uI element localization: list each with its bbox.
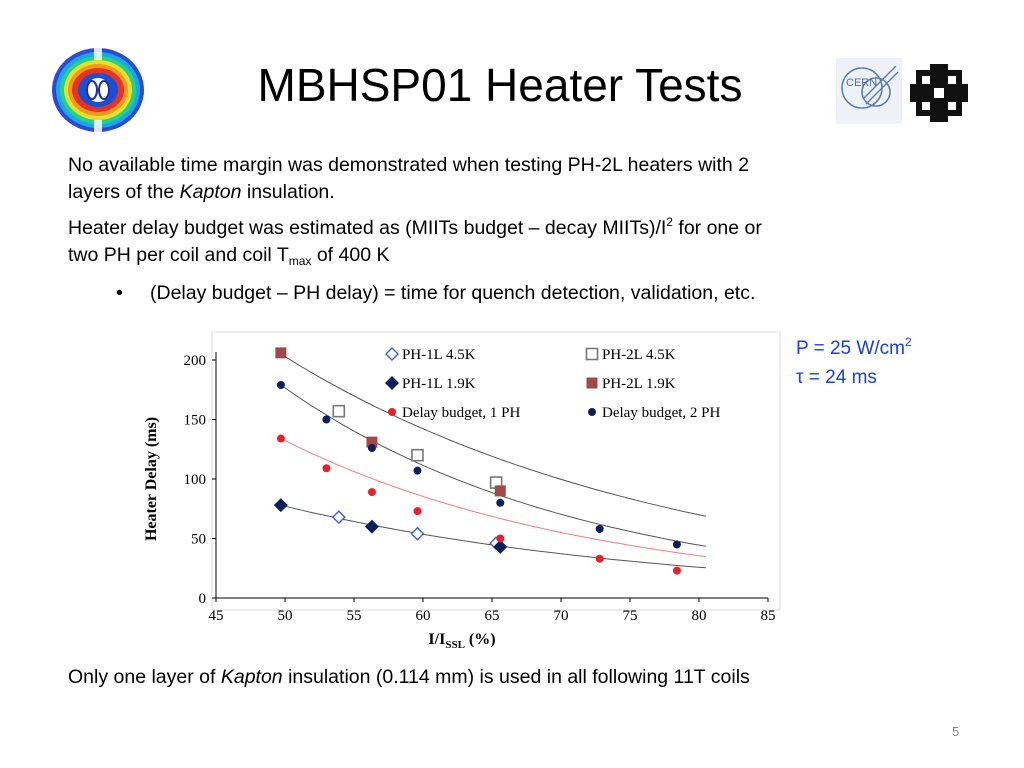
point-delay-budget-1-ph: [595, 554, 604, 563]
point-ph-2l-1-9k: [494, 485, 506, 497]
bullet-text: (Delay budget – PH delay) = time for que…: [150, 282, 756, 304]
point-delay-budget-2-ph: [496, 498, 505, 507]
point-ph-2l-4-5k: [411, 448, 424, 462]
legend-marker-1: [585, 347, 599, 361]
x-tick-label: 45: [209, 608, 224, 624]
y-tick-label: 50: [191, 532, 206, 548]
fermilab-logo: [908, 62, 970, 124]
parameters-note: P = 25 W/cm2 τ = 24 ms: [796, 335, 912, 388]
x-axis-title: I/ISSL (%): [428, 631, 495, 650]
point-delay-budget-1-ph: [276, 434, 285, 443]
y-axis-title: Heater Delay (ms): [143, 417, 160, 541]
point-ph-1l-4-5k: [410, 526, 425, 541]
y-tick-label: 0: [199, 591, 207, 607]
point-ph-2l-4-5k: [332, 404, 346, 418]
point-delay-budget-1-ph: [367, 488, 376, 497]
x-tick-label: 80: [692, 608, 707, 624]
legend-label-3: PH-2L 1.9K: [602, 376, 676, 392]
legend-label-2: PH-1L 1.9K: [402, 376, 476, 392]
paragraph-delay-budget: Heater delay budget was estimated as (MI…: [68, 215, 762, 268]
page-number: 5: [952, 724, 960, 739]
cern-logo: CERN: [836, 58, 902, 124]
x-tick-label: 70: [554, 608, 569, 624]
fit-curve-1: [280, 438, 706, 558]
x-tick-label: 60: [416, 608, 431, 624]
legend-marker-3: [586, 377, 598, 389]
point-delay-budget-2-ph: [672, 540, 681, 549]
point-ph-1l-1-9k: [364, 519, 379, 534]
legend-marker-4: [388, 408, 396, 416]
point-delay-budget-2-ph: [413, 466, 422, 475]
fit-curve-2: [280, 384, 706, 547]
point-delay-budget-2-ph: [276, 380, 285, 389]
fit-curve-0: [280, 353, 707, 517]
point-ph-1l-1-9k: [273, 498, 288, 513]
point-delay-budget-2-ph: [322, 415, 331, 424]
heater-delay-chart: 45 50 55 60 65 70 75 80 85 0 50 100 150 200 Heater Del…: [130, 330, 790, 651]
bottom-statement: Only one layer of Kapton insulation (0.1…: [68, 666, 750, 688]
point-ph-1l-4-5k: [331, 510, 346, 525]
point-delay-budget-1-ph: [322, 464, 331, 473]
chart-svg: 45 50 55 60 65 70 75 80 85 0 50 100 150 200 Heater Del…: [143, 331, 781, 651]
legend-marker-0: [385, 347, 399, 361]
magnet-field-logo: [48, 44, 148, 136]
y-tick-label: 150: [184, 413, 207, 429]
y-tick-label: 100: [184, 472, 207, 488]
x-axis-title-tail: (%): [465, 631, 496, 648]
x-tick-label: 55: [347, 608, 362, 624]
point-ph-2l-1-9k: [275, 347, 287, 359]
point-ph-2l-1-9k: [366, 436, 378, 448]
legend-label-1: PH-2L 4.5K: [602, 347, 676, 363]
legend-label-4: Delay budget, 1 PH: [402, 405, 520, 421]
x-tick-label: 50: [278, 608, 293, 624]
cern-logo-text: CERN: [846, 77, 877, 89]
slide-title: MBHSP01 Heater Tests: [257, 59, 743, 111]
point-delay-budget-1-ph: [672, 566, 681, 575]
bullet-dot: •: [116, 282, 123, 304]
x-tick-label: 75: [623, 608, 638, 624]
legend-label-5: Delay budget, 2 PH: [602, 405, 720, 421]
y-tick-label: 200: [184, 353, 207, 369]
point-delay-budget-2-ph: [367, 444, 376, 453]
point-ph-1l-1-9k: [493, 539, 508, 554]
point-delay-budget-1-ph: [413, 507, 422, 516]
paragraph-time-margin: No available time margin was demonstrate…: [68, 154, 750, 203]
x-tick-label: 65: [485, 608, 500, 624]
legend-label-0: PH-1L 4.5K: [402, 347, 476, 363]
x-axis-title-sub: SSL: [445, 639, 465, 650]
point-delay-budget-1-ph: [496, 534, 505, 543]
point-delay-budget-2-ph: [595, 524, 604, 533]
legend-marker-2: [385, 376, 399, 390]
kapton-italic: Kapton: [179, 181, 242, 203]
x-axis-title-main: I/I: [428, 631, 445, 648]
x-tick-label: 85: [761, 608, 776, 624]
legend-marker-5: [588, 408, 596, 416]
